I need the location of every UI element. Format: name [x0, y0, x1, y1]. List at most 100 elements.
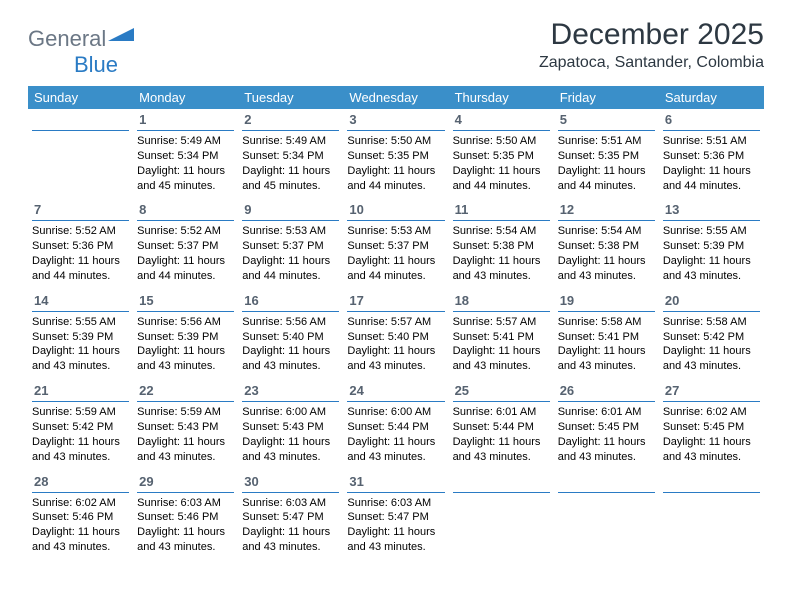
daylight-text: Daylight: 11 hours and 43 minutes. [32, 435, 129, 465]
day-cell: 14Sunrise: 5:55 AMSunset: 5:39 PMDayligh… [28, 290, 133, 380]
day-cell-inner: 20Sunrise: 5:58 AMSunset: 5:42 PMDayligh… [659, 290, 764, 380]
sunrise-text: Sunrise: 5:58 AM [558, 315, 655, 330]
day-cell: 21Sunrise: 5:59 AMSunset: 5:42 PMDayligh… [28, 380, 133, 470]
sunset-text: Sunset: 5:37 PM [137, 239, 234, 254]
daylight-text: Daylight: 11 hours and 43 minutes. [242, 435, 339, 465]
sunset-text: Sunset: 5:40 PM [347, 330, 444, 345]
day-number: 14 [32, 290, 129, 312]
sunset-text: Sunset: 5:41 PM [453, 330, 550, 345]
day-details: Sunrise: 5:53 AMSunset: 5:37 PMDaylight:… [242, 224, 339, 283]
day-number: 29 [137, 471, 234, 493]
week-row: 14Sunrise: 5:55 AMSunset: 5:39 PMDayligh… [28, 290, 764, 380]
day-cell [554, 471, 659, 561]
day-details: Sunrise: 5:51 AMSunset: 5:36 PMDaylight:… [663, 134, 760, 193]
day-cell-inner: 23Sunrise: 6:00 AMSunset: 5:43 PMDayligh… [238, 380, 343, 470]
day-cell-inner: 28Sunrise: 6:02 AMSunset: 5:46 PMDayligh… [28, 471, 133, 561]
day-number [453, 471, 550, 493]
daylight-text: Daylight: 11 hours and 43 minutes. [32, 344, 129, 374]
daylight-text: Daylight: 11 hours and 43 minutes. [453, 254, 550, 284]
day-cell: 18Sunrise: 5:57 AMSunset: 5:41 PMDayligh… [449, 290, 554, 380]
calendar-page: General December 2025 Zapatoca, Santande… [0, 0, 792, 612]
daylight-text: Daylight: 11 hours and 44 minutes. [32, 254, 129, 284]
day-header: Sunday [28, 86, 133, 109]
day-number [32, 109, 129, 131]
day-cell: 8Sunrise: 5:52 AMSunset: 5:37 PMDaylight… [133, 199, 238, 289]
sunrise-text: Sunrise: 5:59 AM [32, 405, 129, 420]
daylight-text: Daylight: 11 hours and 44 minutes. [242, 254, 339, 284]
sunrise-text: Sunrise: 5:56 AM [137, 315, 234, 330]
day-cell: 3Sunrise: 5:50 AMSunset: 5:35 PMDaylight… [343, 109, 448, 199]
daylight-text: Daylight: 11 hours and 44 minutes. [453, 164, 550, 194]
calendar-head: SundayMondayTuesdayWednesdayThursdayFrid… [28, 86, 764, 109]
daylight-text: Daylight: 11 hours and 44 minutes. [558, 164, 655, 194]
day-details: Sunrise: 6:03 AMSunset: 5:46 PMDaylight:… [137, 496, 234, 555]
sunrise-text: Sunrise: 5:49 AM [137, 134, 234, 149]
title-block: December 2025 Zapatoca, Santander, Colom… [539, 18, 764, 72]
day-number: 17 [347, 290, 444, 312]
day-details: Sunrise: 5:49 AMSunset: 5:34 PMDaylight:… [137, 134, 234, 193]
day-cell: 9Sunrise: 5:53 AMSunset: 5:37 PMDaylight… [238, 199, 343, 289]
day-cell: 16Sunrise: 5:56 AMSunset: 5:40 PMDayligh… [238, 290, 343, 380]
day-details: Sunrise: 5:52 AMSunset: 5:36 PMDaylight:… [32, 224, 129, 283]
logo-text-general: General [28, 26, 106, 52]
day-number: 22 [137, 380, 234, 402]
sunset-text: Sunset: 5:34 PM [137, 149, 234, 164]
sunrise-text: Sunrise: 5:49 AM [242, 134, 339, 149]
day-cell-inner: 25Sunrise: 6:01 AMSunset: 5:44 PMDayligh… [449, 380, 554, 470]
logo-text-blue: Blue [74, 52, 118, 77]
day-header-row: SundayMondayTuesdayWednesdayThursdayFrid… [28, 86, 764, 109]
day-cell-inner: 4Sunrise: 5:50 AMSunset: 5:35 PMDaylight… [449, 109, 554, 199]
day-number: 6 [663, 109, 760, 131]
daylight-text: Daylight: 11 hours and 44 minutes. [663, 164, 760, 194]
sunset-text: Sunset: 5:43 PM [137, 420, 234, 435]
day-cell: 27Sunrise: 6:02 AMSunset: 5:45 PMDayligh… [659, 380, 764, 470]
day-details: Sunrise: 6:00 AMSunset: 5:44 PMDaylight:… [347, 405, 444, 464]
day-number: 26 [558, 380, 655, 402]
daylight-text: Daylight: 11 hours and 45 minutes. [137, 164, 234, 194]
day-cell: 15Sunrise: 5:56 AMSunset: 5:39 PMDayligh… [133, 290, 238, 380]
day-cell-inner: 5Sunrise: 5:51 AMSunset: 5:35 PMDaylight… [554, 109, 659, 199]
sunrise-text: Sunrise: 5:50 AM [347, 134, 444, 149]
day-cell: 13Sunrise: 5:55 AMSunset: 5:39 PMDayligh… [659, 199, 764, 289]
sunrise-text: Sunrise: 5:59 AM [137, 405, 234, 420]
day-cell-inner: 1 Sunrise: 5:49 AMSunset: 5:34 PMDaylight… [133, 109, 238, 199]
day-number: 15 [137, 290, 234, 312]
sunrise-text: Sunrise: 6:02 AM [32, 496, 129, 511]
sunset-text: Sunset: 5:46 PM [137, 510, 234, 525]
day-cell-inner [449, 471, 554, 557]
daylight-text: Daylight: 11 hours and 43 minutes. [558, 254, 655, 284]
day-number: 11 [453, 199, 550, 221]
sunset-text: Sunset: 5:37 PM [347, 239, 444, 254]
day-header: Wednesday [343, 86, 448, 109]
sunset-text: Sunset: 5:39 PM [137, 330, 234, 345]
day-cell-inner: 15Sunrise: 5:56 AMSunset: 5:39 PMDayligh… [133, 290, 238, 380]
day-cell-inner: 27Sunrise: 6:02 AMSunset: 5:45 PMDayligh… [659, 380, 764, 470]
day-cell: 25Sunrise: 6:01 AMSunset: 5:44 PMDayligh… [449, 380, 554, 470]
day-cell-inner [659, 471, 764, 557]
day-details: Sunrise: 5:55 AMSunset: 5:39 PMDaylight:… [663, 224, 760, 283]
sunset-text: Sunset: 5:40 PM [242, 330, 339, 345]
month-title: December 2025 [539, 18, 764, 52]
sunrise-text: Sunrise: 5:53 AM [347, 224, 444, 239]
sunrise-text: Sunrise: 5:52 AM [32, 224, 129, 239]
day-number: 1 [137, 109, 234, 131]
sunset-text: Sunset: 5:38 PM [453, 239, 550, 254]
sunrise-text: Sunrise: 5:50 AM [453, 134, 550, 149]
sunset-text: Sunset: 5:43 PM [242, 420, 339, 435]
day-number: 28 [32, 471, 129, 493]
daylight-text: Daylight: 11 hours and 43 minutes. [347, 435, 444, 465]
sunrise-text: Sunrise: 6:02 AM [663, 405, 760, 420]
daylight-text: Daylight: 11 hours and 43 minutes. [347, 525, 444, 555]
day-header: Friday [554, 86, 659, 109]
day-cell: 24Sunrise: 6:00 AMSunset: 5:44 PMDayligh… [343, 380, 448, 470]
sunset-text: Sunset: 5:35 PM [347, 149, 444, 164]
day-cell: 11Sunrise: 5:54 AMSunset: 5:38 PMDayligh… [449, 199, 554, 289]
daylight-text: Daylight: 11 hours and 44 minutes. [347, 164, 444, 194]
daylight-text: Daylight: 11 hours and 43 minutes. [137, 435, 234, 465]
day-cell: 19Sunrise: 5:58 AMSunset: 5:41 PMDayligh… [554, 290, 659, 380]
day-details: Sunrise: 5:58 AMSunset: 5:42 PMDaylight:… [663, 315, 760, 374]
day-details: Sunrise: 6:02 AMSunset: 5:45 PMDaylight:… [663, 405, 760, 464]
day-cell-inner: 29 Sunrise: 6:03 AMSunset: 5:46 PMDayligh… [133, 471, 238, 561]
day-number: 31 [347, 471, 444, 493]
sunrise-text: Sunrise: 5:56 AM [242, 315, 339, 330]
